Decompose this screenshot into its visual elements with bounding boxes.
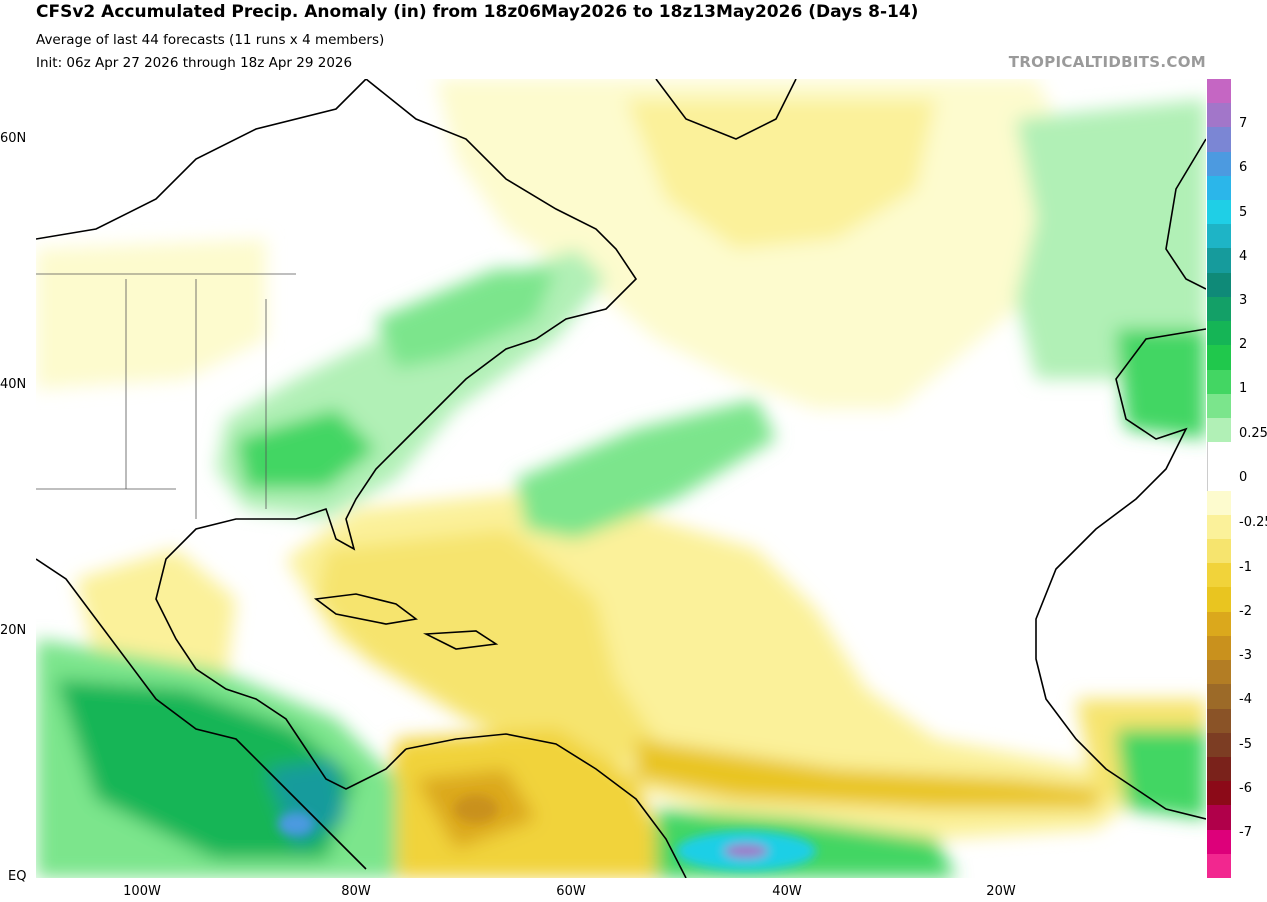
lon-label-20w: 20W (986, 884, 1016, 899)
colorbar-swatch (1207, 345, 1231, 371)
colorbar-label: 5 (1239, 205, 1248, 220)
colorbar-swatch (1207, 175, 1231, 201)
colorbar-swatch (1207, 272, 1231, 298)
wet-region-west-africa (1116, 729, 1206, 819)
colorbar-swatch (1207, 635, 1231, 661)
source-credit: TROPICALTIDBITS.COM (1008, 53, 1206, 71)
chart-title: CFSv2 Accumulated Precip. Anomaly (in) f… (36, 2, 919, 22)
wet-peak-itcz (724, 844, 768, 858)
colorbar-label: -3 (1239, 648, 1252, 663)
colorbar-label: -1 (1239, 560, 1252, 575)
political-borders (36, 273, 296, 519)
colorbar-swatch (1207, 393, 1231, 419)
wet-band-subtropical-atlantic (516, 399, 776, 539)
colorbar-swatch (1207, 466, 1232, 492)
colorbar-label: -7 (1239, 825, 1252, 840)
coast-central-america-pacific (36, 558, 367, 870)
lon-label-100w: 100W (123, 884, 161, 899)
chart-subtitle-init: Init: 06z Apr 27 2026 through 18z Apr 29… (36, 55, 353, 71)
colorbar-swatch (1207, 829, 1231, 855)
colorbar-swatch (1207, 756, 1231, 782)
colorbar-swatch (1207, 708, 1231, 734)
dry-region-us-plains (36, 239, 266, 389)
coast-canada-arctic (36, 79, 367, 240)
wet-core-eastern-pacific (56, 679, 356, 859)
anomaly-maxima (278, 795, 816, 871)
colorbar-swatch (1207, 805, 1231, 831)
colorbar-label: -0.25 (1239, 515, 1267, 530)
colorbar-label: 6 (1239, 160, 1248, 175)
colorbar-swatch (1207, 853, 1231, 879)
colorbar-label: 4 (1239, 249, 1248, 264)
wet-core-iberia (1116, 329, 1206, 439)
colorbar-swatch (1207, 200, 1231, 225)
colorbar-label: 0.25 (1239, 426, 1267, 441)
anomaly-field (36, 79, 1206, 878)
chart-subtitle-ensemble: Average of last 44 forecasts (11 runs x … (36, 32, 385, 48)
colorbar-swatch (1207, 563, 1231, 588)
colorbar-swatch (1207, 587, 1231, 613)
wet-core-new-england (376, 269, 556, 369)
colorbar-swatch (1207, 514, 1231, 540)
lat-label-eq: EQ (8, 869, 27, 884)
lat-label-60n: 60N (0, 131, 27, 146)
colorbar-swatch (1207, 224, 1231, 249)
dry-region-central-north-atlantic (626, 99, 936, 249)
colorbar-label: 7 (1239, 116, 1248, 131)
colorbar-swatch (1207, 490, 1231, 516)
colorbar-swatch (1207, 539, 1231, 564)
wet-peak-panama (278, 812, 314, 836)
colorbar-swatch (1207, 417, 1231, 443)
coast-north-america-east (155, 79, 638, 790)
coast-hispaniola (422, 630, 499, 650)
colorbar-swatch (1207, 103, 1231, 128)
coast-british-isles (1165, 138, 1206, 290)
colorbar-label: 2 (1239, 337, 1248, 352)
colorbar-label: 1 (1239, 381, 1248, 396)
colorbar-swatch (1207, 660, 1231, 685)
colorbar-label: -5 (1239, 737, 1252, 752)
coast-cuba (313, 593, 418, 625)
dry-region-caribbean (316, 529, 656, 779)
dry-band-itcz-north (636, 739, 1106, 809)
dry-peak-guiana (454, 795, 498, 823)
colorbar-swatch (1207, 296, 1231, 322)
map-canvas (36, 79, 1206, 878)
colorbar-swatch (1207, 151, 1231, 177)
colorbar-label: 3 (1239, 293, 1248, 308)
colorbar-label: -2 (1239, 604, 1252, 619)
colorbar-swatch (1207, 442, 1232, 467)
wet-core-southeast-us (236, 409, 376, 489)
colorbar-swatch (1207, 127, 1231, 153)
colorbar-swatch (1207, 79, 1231, 104)
precip-anomaly-map (36, 79, 1206, 878)
lon-label-80w: 80W (341, 884, 371, 899)
colorbar (1207, 79, 1232, 879)
colorbar-swatch (1207, 369, 1231, 395)
colorbar-swatch (1207, 321, 1231, 346)
lat-label-20n: 20N (0, 623, 27, 638)
colorbar-swatch (1207, 684, 1231, 709)
lon-label-40w: 40W (772, 884, 802, 899)
colorbar-swatch (1207, 781, 1231, 806)
colorbar-label: 0 (1239, 470, 1248, 485)
colorbar-label: -6 (1239, 781, 1252, 796)
wet-region-northeast-atlantic (1016, 99, 1206, 379)
colorbar-label: -4 (1239, 692, 1252, 707)
colorbar-swatch (1207, 248, 1231, 274)
coast-iberia-west-africa (1035, 328, 1206, 820)
colorbar-swatch (1207, 611, 1231, 637)
lat-label-40n: 40N (0, 377, 27, 392)
coast-south-america-north (405, 733, 687, 878)
wet-max-panama-bight (266, 759, 346, 849)
colorbar-swatch (1207, 732, 1231, 758)
lon-label-60w: 60W (556, 884, 586, 899)
coast-greenland (655, 79, 797, 140)
coastlines (36, 79, 1206, 878)
